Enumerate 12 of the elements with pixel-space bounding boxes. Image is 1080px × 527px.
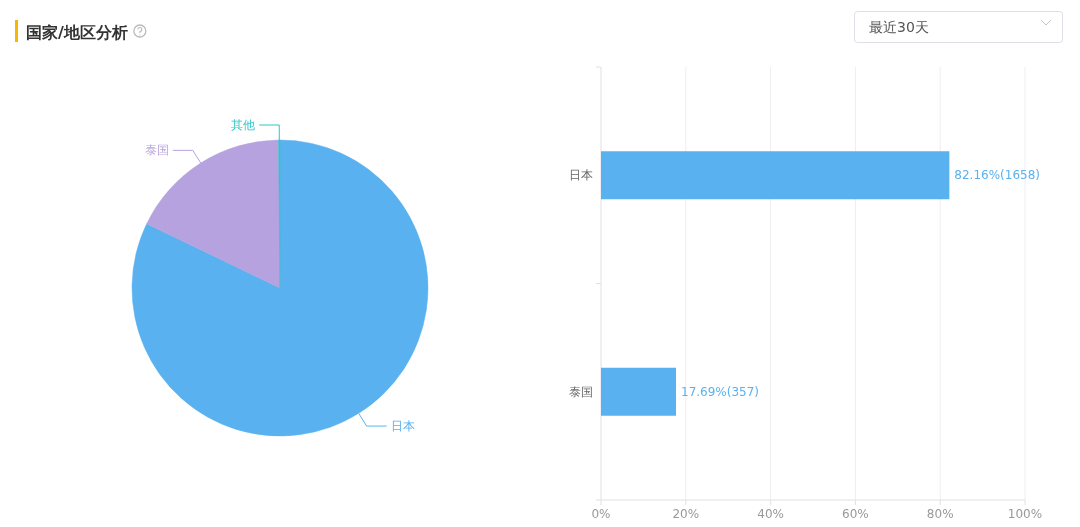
xtick-label: 0% <box>591 507 611 521</box>
xtick-label: 60% <box>842 507 869 521</box>
title: 国家/地区分析 <box>26 23 128 42</box>
value-label: 82.16%(1658) <box>954 168 1041 183</box>
xtick-label: 20% <box>672 507 700 521</box>
category-label: 日本 <box>569 168 593 183</box>
xtick-label: 40% <box>757 507 784 521</box>
xtick-label: 100% <box>1007 507 1043 521</box>
annotation: 最近30天 <box>869 19 929 35</box>
category-label: 泰国 <box>569 384 593 399</box>
value-label: 17.69%(357) <box>681 384 760 399</box>
xtick-label: 80% <box>926 507 954 521</box>
